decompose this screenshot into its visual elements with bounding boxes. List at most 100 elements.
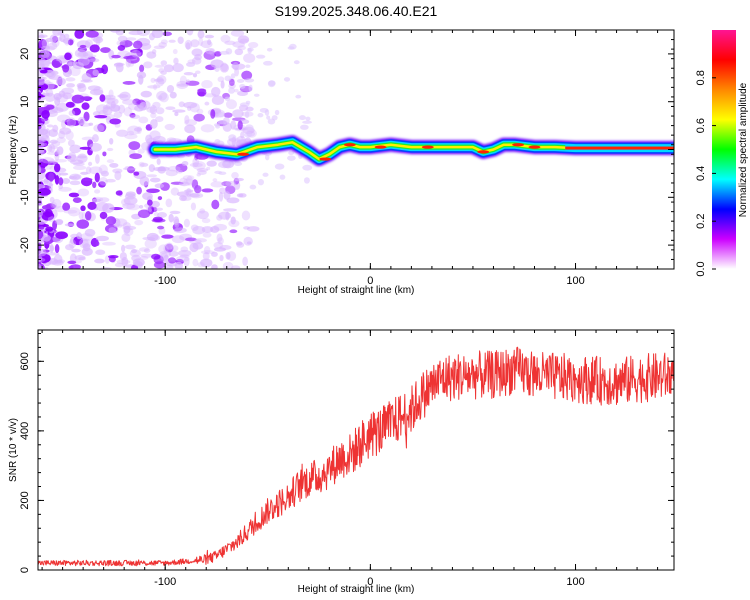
heatmap-cell [152,101,161,109]
heatmap-cell [228,134,237,141]
heatmap-cell [242,256,248,266]
heatmap-cell [132,258,145,267]
heatmap-cell [72,61,78,65]
heatmap-cell [211,86,221,97]
heatmap-cell [202,232,212,238]
heatmap-cell [152,135,166,144]
heatmap-cell [124,133,138,140]
heatmap-cell [246,226,260,232]
heatmap-ridge-layer [147,135,674,167]
heatmap-cell [134,219,144,226]
heatmap-cell [50,145,59,149]
heatmap-cell [38,249,47,257]
snr-plot-area [38,346,674,567]
heatmap-cell [189,192,204,199]
heatmap-cell [241,210,251,221]
heatmap-cell [116,259,131,265]
heatmap-cell [80,205,86,212]
heatmap-cell [247,47,252,54]
heatmap-cell [45,104,55,110]
heatmap-cell [202,251,210,261]
heatmap-cell [38,137,46,142]
heatmap-cell [38,157,43,163]
heatmap-cell [88,58,100,63]
heatmap-cell [305,116,311,122]
heatmap-cell [174,261,183,269]
heatmap-cell [65,244,74,251]
heatmap-cell [168,39,176,43]
colorbar-tick-label: 0.2 [695,214,707,229]
y-tick-label: -10 [19,189,31,205]
heatmap-cell [279,174,286,180]
heatmap-cell [94,258,105,264]
heatmap-cell [55,231,68,240]
heatmap-cell [88,122,94,126]
heatmap-cell [66,117,77,128]
heatmap-cell [38,50,52,61]
heatmap-cell [161,234,174,239]
heatmap-cell [56,136,66,144]
heatmap-cell [205,47,215,55]
heatmap-cell [114,170,122,181]
heatmap-ridge-peak [374,145,387,149]
heatmap-cell [51,107,64,113]
heatmap-cell [133,127,143,132]
heatmap-cell [77,116,86,126]
heatmap-cell [213,223,228,231]
heatmap-cell [195,70,201,75]
heatmap-cell [243,226,250,230]
colorbar-tick-label: 0.8 [695,70,707,85]
heatmap-cell [248,84,253,92]
heatmap-cell [130,48,143,54]
heatmap-cell [152,216,163,223]
heatmap-cell [139,162,149,167]
heatmap-cell [47,216,56,222]
heatmap-cell [62,64,70,73]
heatmap-cell [106,159,115,164]
heatmap-cell [38,63,46,68]
heatmap-cell [194,185,202,194]
snr-frame [37,329,675,571]
heatmap-cell [89,44,100,53]
heatmap-cell [67,39,74,46]
heatmap-cell [143,61,153,69]
heatmap-cell [102,203,115,213]
heatmap-cell [85,166,92,175]
heatmap-cell [76,219,90,229]
heatmap-cell [151,30,164,39]
heatmap-cell [92,69,99,77]
heatmap-ridge-peak [343,143,356,147]
heatmap-cell [204,93,217,98]
heatmap-cell [89,166,103,175]
heatmap-cell [237,35,250,44]
heatmap-cell [123,55,137,60]
heatmap-cell [87,85,101,91]
heatmap-cell [171,245,179,252]
heatmap-cell [81,136,95,141]
heatmap-cell [71,248,81,253]
heatmap-cell [53,163,61,173]
heatmap-cell [225,252,231,260]
heatmap-cell [102,106,113,116]
heatmap-cell [38,141,45,149]
heatmap-cell [166,137,177,143]
heatmap-cell [81,211,86,221]
heatmap-cell [109,162,119,168]
heatmap-cell [178,181,190,187]
heatmap-cell [248,42,259,49]
heatmap-cell [128,141,141,150]
heatmap-cell [153,166,166,172]
heatmap-cell [79,146,92,150]
heatmap-cell [38,242,42,250]
heatmap-cell [184,115,190,124]
heatmap-cell [38,263,42,269]
heatmap-cell [99,177,108,186]
heatmap-cell [55,218,64,226]
heatmap-cell [38,142,48,147]
heatmap-cell [263,60,273,66]
heatmap-ridge-peak [421,145,434,149]
heatmap-cell [257,112,264,118]
heatmap-cell [68,110,76,117]
heatmap-cell [77,188,90,197]
heatmap-cell [255,54,266,59]
